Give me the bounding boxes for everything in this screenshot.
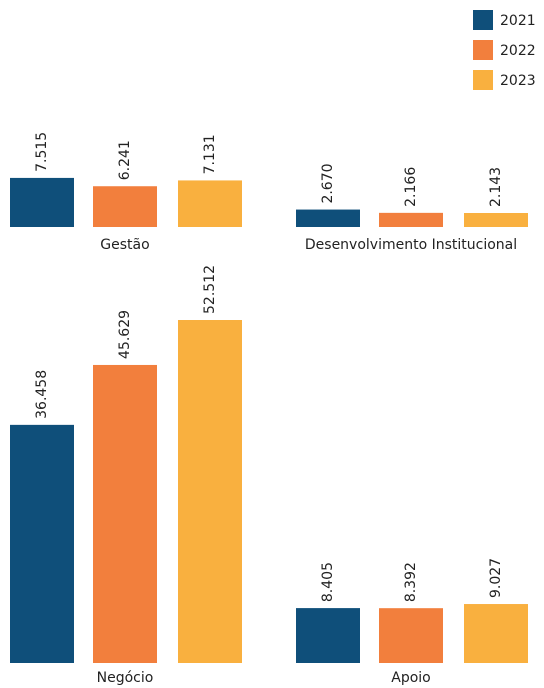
value-label: 2.670 xyxy=(320,163,336,203)
bar xyxy=(178,320,242,663)
bar xyxy=(464,213,528,227)
value-label: 36.458 xyxy=(34,370,50,419)
legend-swatch xyxy=(473,40,493,60)
value-label: 7.515 xyxy=(34,132,50,172)
bar xyxy=(10,424,74,663)
value-label: 8.392 xyxy=(403,562,419,602)
legend-swatch xyxy=(473,10,493,30)
value-label: 9.027 xyxy=(488,558,504,598)
legend-label: 2022 xyxy=(500,43,536,59)
category-label: Gestão xyxy=(100,237,149,253)
value-label: 8.405 xyxy=(320,562,336,602)
value-label: 52.512 xyxy=(202,265,218,314)
bar xyxy=(296,608,360,663)
legend-swatch xyxy=(473,70,493,90)
value-label: 6.241 xyxy=(117,140,133,180)
bar xyxy=(379,608,443,663)
bar xyxy=(93,186,157,227)
value-label: 2.143 xyxy=(488,167,504,207)
bar xyxy=(379,212,443,227)
category-label: Apoio xyxy=(391,670,430,686)
bar xyxy=(296,209,360,227)
legend-label: 2023 xyxy=(500,73,536,89)
bar xyxy=(464,604,528,663)
bar xyxy=(10,177,74,227)
bar xyxy=(178,180,242,227)
value-label: 45.629 xyxy=(117,310,133,359)
legend-label: 2021 xyxy=(500,13,536,29)
category-label: Negócio xyxy=(97,670,154,686)
value-label: 2.166 xyxy=(403,167,419,207)
category-label: Desenvolvimento Institucional xyxy=(305,237,517,253)
bar xyxy=(93,364,157,663)
value-label: 7.131 xyxy=(202,134,218,174)
